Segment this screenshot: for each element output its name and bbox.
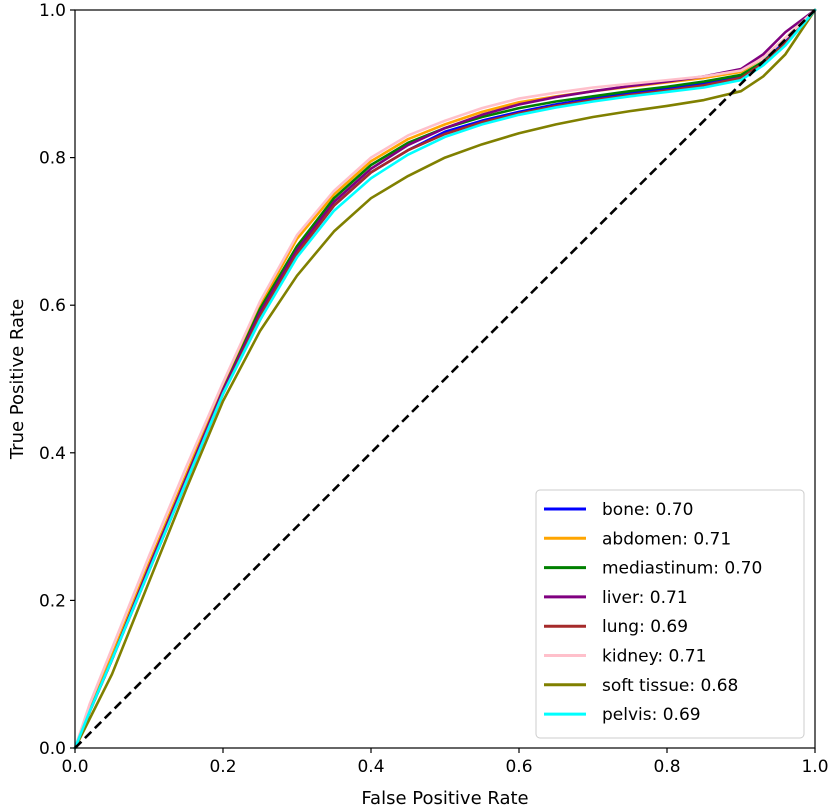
series-line-5	[73, 8, 817, 750]
legend-box	[535, 489, 805, 739]
legend-entry-3: liver: 0.71	[602, 588, 688, 608]
x-tick-label-0: 0.0	[61, 757, 88, 777]
y-tick-label-5: 1.0	[39, 1, 66, 21]
series-line-7	[73, 8, 817, 750]
legend-entry-0: bone: 0.70	[602, 500, 693, 520]
legend-entry-2: mediastinum: 0.70	[602, 559, 762, 579]
y-tick-label-2: 0.4	[39, 444, 66, 464]
series-line-1	[73, 8, 817, 750]
x-tick-label-5: 1.0	[801, 757, 828, 777]
x-tick-label-2: 0.4	[357, 757, 384, 777]
legend-entry-5: kidney: 0.71	[602, 647, 706, 667]
legend-entry-6: soft tissue: 0.68	[602, 676, 738, 696]
y-tick-label-1: 0.2	[39, 591, 66, 611]
plot-frame	[74, 9, 816, 749]
x-tick-label-4: 0.8	[653, 757, 680, 777]
y-tick-label-3: 0.6	[39, 296, 66, 316]
diagonal-reference-line	[74, 9, 816, 749]
series-layer	[73, 8, 817, 750]
x-axis-ticks: 0.0 0.2 0.4 0.6 0.8 1.0	[61, 748, 829, 777]
legend-entry-1: abdomen: 0.71	[602, 529, 731, 549]
x-axis-label: False Positive Rate	[361, 788, 528, 808]
legend: bone: 0.70 abdomen: 0.71 mediastinum: 0.70…	[535, 489, 805, 739]
y-tick-label-0: 0.0	[39, 739, 66, 759]
legend-entry-7: pelvis: 0.69	[602, 705, 701, 725]
legend-entry-4: lung: 0.69	[602, 617, 688, 637]
series-line-6	[73, 8, 817, 750]
y-axis-ticks: 0.0 0.2 0.4 0.6 0.8 1.0	[39, 1, 75, 759]
x-tick-label-1: 0.2	[209, 757, 236, 777]
y-tick-label-4: 0.8	[39, 149, 66, 169]
y-axis-label: True Positive Rate	[7, 299, 28, 460]
x-tick-label-3: 0.6	[505, 757, 532, 777]
